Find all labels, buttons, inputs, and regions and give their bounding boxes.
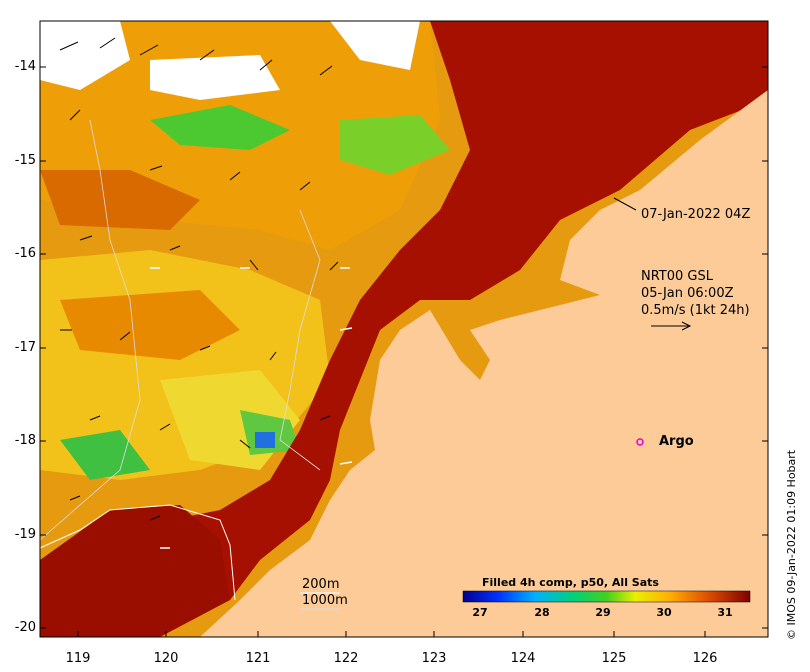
x-tick-label: 122 [333,651,359,666]
vector-label-line3: 0.5m/s (1kt 24h) [641,303,750,318]
x-tick-label: 123 [421,651,447,666]
land-mass [200,90,768,637]
x-tick-label: 126 [692,651,718,666]
sst-patch-green-2 [340,115,450,175]
cloud-gap [40,21,130,90]
colorbar [462,590,751,603]
y-tick-label: -14 [14,59,36,74]
plot-frame [39,20,769,638]
y-tick-label: -16 [14,246,36,261]
y-tick-label: -17 [14,340,36,355]
x-tick-label: 124 [510,651,536,666]
sst-patch-orange-2 [60,290,240,360]
sst-patch-green [150,105,290,150]
colorbar-title: Filled 4h comp, p50, All Sats [482,576,659,589]
colorbar-tick: 28 [534,606,550,619]
x-tick-label: 125 [601,651,627,666]
x-tick-label: 121 [245,651,271,666]
y-tick-label: -20 [14,620,36,635]
contour-label-1000: 1000m [302,593,348,608]
cloud-gap-3 [330,21,420,70]
colorbar-tick: 29 [595,606,611,619]
current-vectors [59,37,339,521]
argo-marker [636,438,644,446]
current-vectors-white [150,267,353,549]
colorbar-tick: 27 [472,606,488,619]
vector-label-line2: 05-Jan 06:00Z [641,286,734,301]
sst-hot-coastal [40,21,768,637]
contour-1000m-2 [279,209,321,471]
sst-hot-south [40,505,230,637]
contour-1000m [39,119,141,541]
argo-label: Argo [659,434,694,449]
credit-text: © IMOS 09-Jan-2022 01:09 Hobart [785,449,798,640]
sst-patch-blue [255,432,275,448]
x-tick-marks [77,631,706,637]
sst-patch-orange-3 [40,170,200,230]
date-label: 07-Jan-2022 04Z [641,207,751,222]
x-tick-label: 120 [153,651,179,666]
reference-arrow [651,321,692,331]
x-tick-label: 119 [65,651,91,666]
y-tick-label: -19 [14,527,36,542]
colorbar-tick: 30 [656,606,672,619]
colorbar-tick: 31 [717,606,733,619]
cloud-gap-2 [150,55,280,100]
vector-label-line1: NRT00 GSL [641,269,713,284]
contour-label-200: 200m [302,577,340,592]
y-tick-label: -15 [14,153,36,168]
y-tick-marks [40,66,768,629]
date-pointer [613,197,637,211]
contour-200m [39,504,236,601]
y-tick-label: -18 [14,433,36,448]
